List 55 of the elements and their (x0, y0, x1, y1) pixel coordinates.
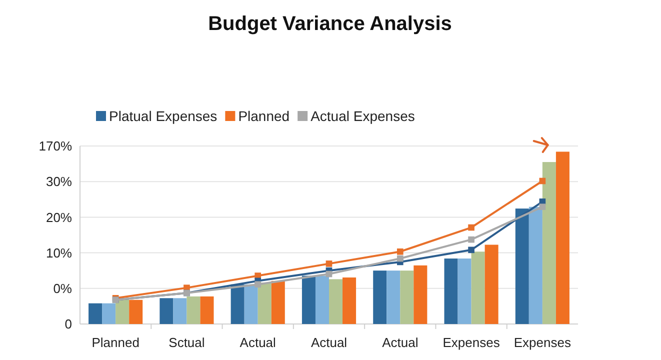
legend-label: Platual Expenses (109, 108, 218, 124)
point (396, 255, 404, 262)
chart-title: Budget Variance Analysis (208, 13, 452, 35)
bar (102, 303, 116, 324)
bar (386, 270, 400, 324)
point (468, 236, 474, 243)
x-tick-label: Planned (92, 335, 140, 350)
bar (88, 303, 102, 324)
text: 20% (46, 210, 72, 225)
bar (173, 298, 187, 324)
bar (484, 244, 498, 324)
bar (271, 280, 285, 324)
bar (315, 276, 329, 324)
bar (542, 162, 556, 324)
text: 10% (46, 245, 72, 260)
x-tick-label: Actual (240, 335, 276, 350)
bar (160, 298, 174, 324)
legend-label: Planned (238, 108, 290, 124)
text: 170% (38, 138, 72, 154)
x-tick-label: Expenses (442, 335, 500, 350)
point (539, 178, 546, 184)
bar (528, 206, 542, 324)
point (468, 246, 474, 254)
point (468, 224, 474, 231)
x-tick-label: Expenses (514, 335, 572, 350)
bar (329, 279, 343, 324)
legend-label: Actual Expenses (310, 108, 415, 124)
point (396, 248, 404, 255)
bar (515, 208, 529, 324)
bar (258, 282, 272, 324)
bar (556, 152, 570, 324)
bar (444, 258, 458, 324)
text: 0% (53, 280, 72, 296)
bar (129, 300, 143, 324)
point (326, 270, 332, 278)
x-tick-label: Sctual (168, 335, 205, 350)
point (539, 204, 546, 210)
bar (200, 296, 214, 324)
bar (471, 252, 485, 324)
point (254, 281, 262, 288)
bar (373, 270, 387, 324)
bar (186, 296, 200, 324)
bar (342, 277, 356, 324)
text: 30% (46, 174, 72, 190)
bar (230, 284, 244, 324)
x-tick-label: Actual (310, 335, 348, 350)
bar (302, 276, 316, 324)
bar (244, 284, 258, 324)
bar (400, 270, 414, 324)
text: 0 (64, 316, 72, 332)
point (326, 260, 332, 267)
bar (116, 298, 130, 324)
x-tick-label: Actual (382, 335, 418, 350)
bar (458, 258, 472, 324)
bar (414, 265, 428, 324)
